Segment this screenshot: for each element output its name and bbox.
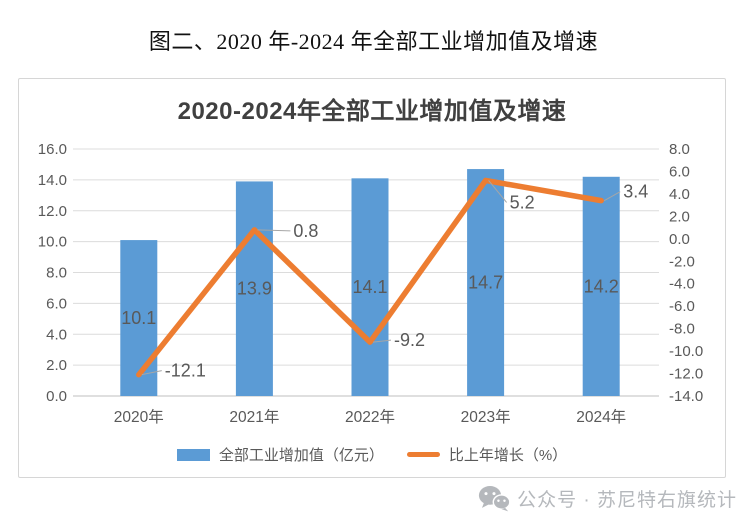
- y-axis-tick-left: 0.0: [46, 388, 67, 405]
- legend-line-label: 比上年增长（%）: [448, 447, 568, 464]
- y-axis-tick-left: 8.0: [46, 265, 67, 282]
- y-axis-tick-left: 12.0: [38, 203, 67, 220]
- y-axis-tick-left: 10.0: [38, 234, 67, 251]
- leader-line: [603, 191, 621, 202]
- line-label: 5.2: [510, 192, 535, 212]
- chart-plot-area: 16.0 14.0 12.0 10.0 8.0 6.0 4.0 2.0 0.0 8.0 6.0 4.0…: [38, 141, 703, 426]
- legend-bar-swatch: [176, 448, 210, 461]
- chart-title: 2020-2024年全部工业增加值及增速: [177, 98, 567, 125]
- chart-frame: 16.0 14.0 12.0 10.0 8.0 6.0 4.0 2.0 0.0 8.0 6.0 4.0…: [18, 78, 726, 478]
- bar-2024年: [582, 176, 620, 396]
- leader-line: [488, 180, 507, 203]
- y-axis-tick-right: 0.0: [669, 231, 690, 248]
- bar-2020年: [120, 240, 158, 396]
- wechat-icon: [478, 486, 511, 512]
- legend-line-swatch: [406, 452, 440, 457]
- y-axis-tick-right: 6.0: [669, 163, 690, 180]
- line-label: -9.2: [394, 330, 425, 350]
- leader-line: [141, 370, 162, 376]
- footer-text: 公众号 · 苏尼特右旗统计: [517, 490, 737, 511]
- x-axis-label: 2023年: [461, 408, 511, 426]
- x-axis-label: 2024年: [576, 408, 626, 426]
- y-axis-tick-right: -10.0: [669, 343, 703, 360]
- y-axis-tick-right: 2.0: [669, 208, 690, 225]
- leader-line: [372, 339, 392, 343]
- y-axis-tick-right: -4.0: [669, 276, 695, 293]
- x-axis-label: 2022年: [345, 408, 395, 426]
- bar-2021年: [235, 181, 273, 396]
- bar-label: 13.9: [237, 279, 272, 299]
- line-label: 0.8: [293, 221, 318, 241]
- bar-label: 14.7: [468, 273, 503, 293]
- y-axis-tick-left: 6.0: [46, 295, 67, 312]
- line-label: -12.1: [165, 361, 206, 381]
- line-label: 3.4: [623, 182, 648, 202]
- y-axis-tick-left: 16.0: [38, 141, 67, 158]
- y-axis-tick-right: -14.0: [669, 388, 703, 405]
- x-axis-label: 2021年: [229, 408, 279, 426]
- bar-label: 14.1: [352, 277, 387, 297]
- y-axis-tick-right: 4.0: [669, 186, 690, 203]
- bar-label: 14.2: [584, 276, 619, 296]
- footer-watermark: 公众号 · 苏尼特右旗统计: [478, 485, 737, 512]
- y-axis-tick-right: -2.0: [669, 253, 695, 270]
- growth-line: [136, 177, 604, 378]
- y-axis-tick-right: -12.0: [669, 366, 703, 383]
- y-axis-tick-right: -8.0: [669, 321, 695, 338]
- chart-legend: 全部工业增加值（亿元） 比上年增长（%）: [19, 444, 725, 465]
- y-axis-tick-left: 4.0: [46, 326, 67, 343]
- y-axis-tick-left: 14.0: [38, 172, 67, 189]
- x-axis-label: 2020年: [114, 408, 164, 426]
- page-title: 图二、2020 年-2024 年全部工业增加值及增速: [148, 29, 599, 54]
- leader-line: [257, 229, 291, 232]
- y-axis-tick-left: 2.0: [46, 357, 67, 374]
- legend-bar-label: 全部工业增加值（亿元）: [218, 447, 384, 464]
- bar-2022年: [351, 178, 389, 396]
- bar-label: 10.1: [121, 308, 156, 328]
- y-axis-tick-right: 8.0: [669, 141, 690, 158]
- bar-2023年: [467, 169, 505, 396]
- y-axis-tick-right: -6.0: [669, 298, 695, 315]
